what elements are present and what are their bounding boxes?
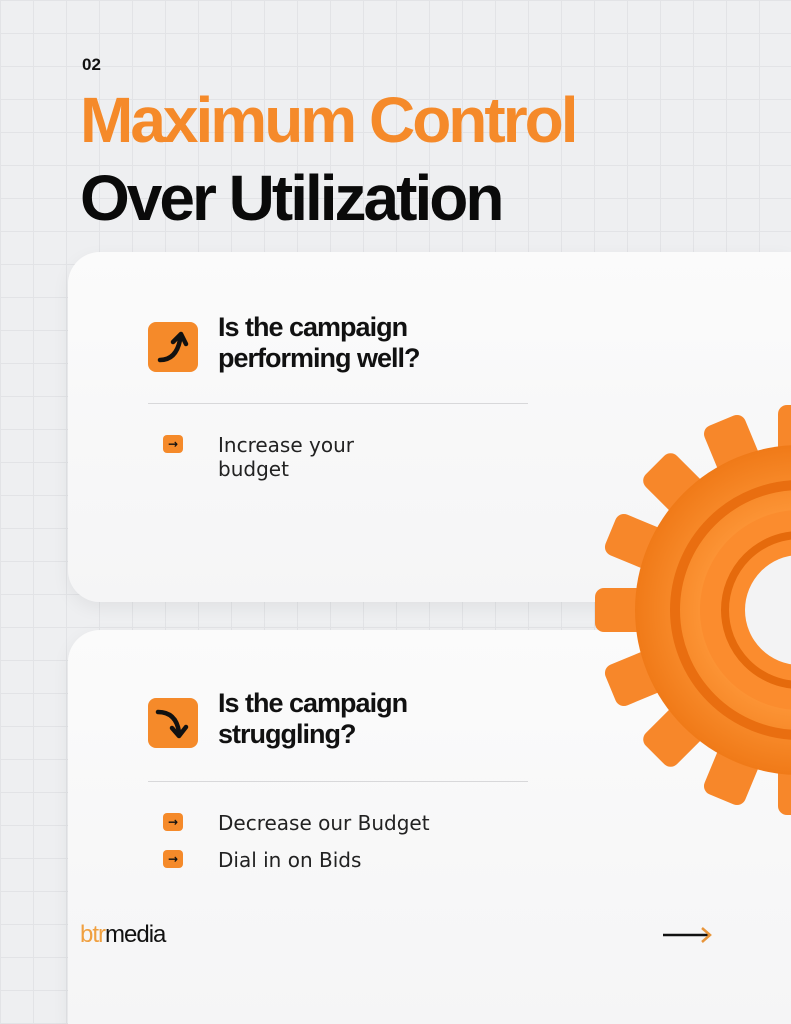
question: Is the campaign performing well? — [218, 312, 421, 374]
gear-icon — [595, 405, 791, 815]
arrow-right-icon: → — [163, 435, 183, 453]
bullet-text: Dial in on Bids — [218, 848, 362, 872]
arrow-right-icon: → — [163, 850, 183, 868]
list-item: → Decrease our Budget — [163, 811, 430, 835]
title-line-1: Maximum Control — [80, 84, 578, 156]
card-performing-well: Is the campaign performing well? → Incre… — [68, 252, 791, 602]
arrow-right-icon: → — [163, 813, 183, 831]
divider — [148, 781, 528, 782]
question: Is the campaign struggling? — [218, 688, 408, 750]
arrow-curve-down-icon — [148, 698, 198, 748]
logo-part: btr — [80, 921, 106, 948]
bullet-text: Increase your — [218, 433, 354, 457]
logo-part: media — [105, 921, 166, 948]
bullet-text: Decrease our Budget — [218, 811, 430, 835]
bullet-text: budget — [218, 457, 289, 481]
question-line: struggling? — [218, 719, 356, 749]
arrow-curve-up-icon — [148, 322, 198, 372]
list-item: → Increase your budget — [163, 433, 354, 481]
btrmedia-logo: btrmedia — [80, 921, 166, 949]
next-arrow-icon[interactable] — [663, 925, 713, 945]
question-line: Is the campaign — [218, 312, 408, 342]
question-line: Is the campaign — [218, 688, 408, 718]
slide-number: 02 — [82, 55, 101, 74]
divider — [148, 403, 528, 404]
list-item: → Dial in on Bids — [163, 848, 361, 872]
title-line-2: Over Utilization — [80, 162, 504, 234]
question-line: performing well? — [218, 343, 421, 373]
